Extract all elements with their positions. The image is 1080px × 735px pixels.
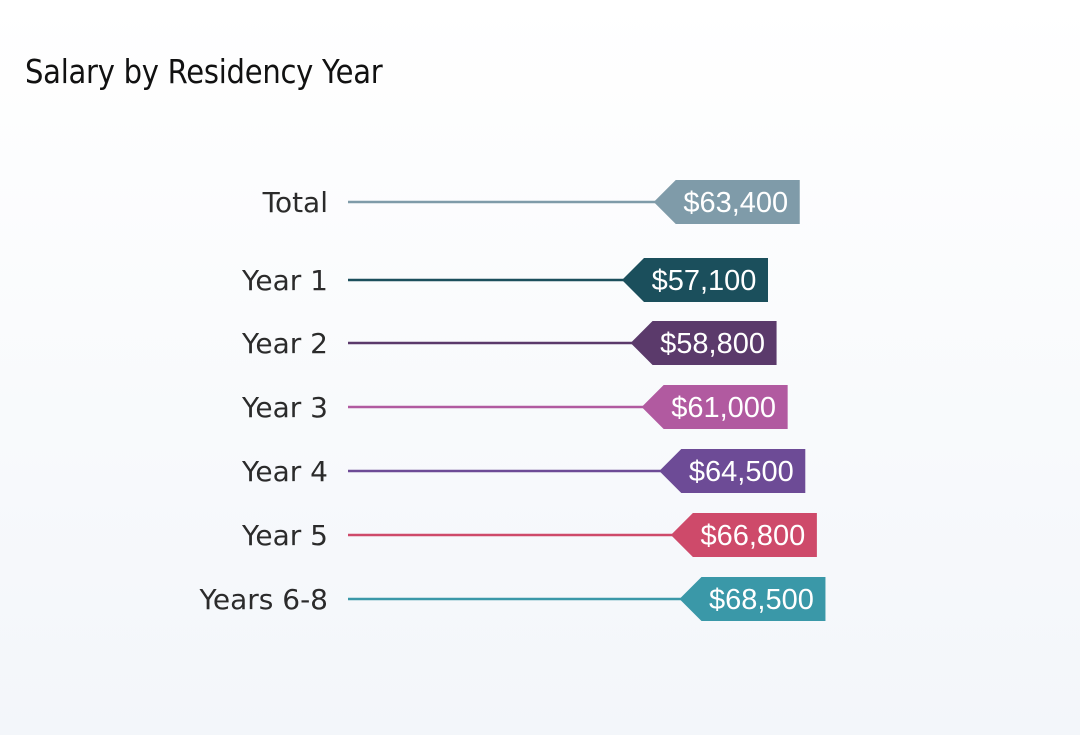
value-label: $61,000 (671, 392, 776, 424)
chart-title: Salary by Residency Year (25, 52, 383, 91)
value-tag (679, 577, 826, 621)
value-tag (622, 258, 768, 302)
value-tag (630, 321, 777, 365)
value-tag (641, 385, 788, 429)
value-label: $57,100 (652, 265, 757, 297)
category-label: Year 4 (241, 455, 328, 488)
value-label: $68,500 (709, 584, 814, 616)
category-label: Year 2 (241, 327, 328, 360)
value-label: $66,800 (700, 520, 805, 552)
value-label: $64,500 (689, 456, 794, 488)
category-label: Years 6-8 (198, 583, 328, 616)
category-label: Year 5 (241, 519, 328, 552)
category-label: Year 1 (241, 264, 328, 297)
value-label: $63,400 (683, 187, 788, 219)
value-tag (653, 180, 800, 224)
category-label: Year 3 (241, 391, 328, 424)
value-tag (670, 513, 817, 557)
value-tag (659, 449, 806, 493)
category-label: Total (262, 186, 328, 219)
value-label: $58,800 (660, 328, 765, 360)
